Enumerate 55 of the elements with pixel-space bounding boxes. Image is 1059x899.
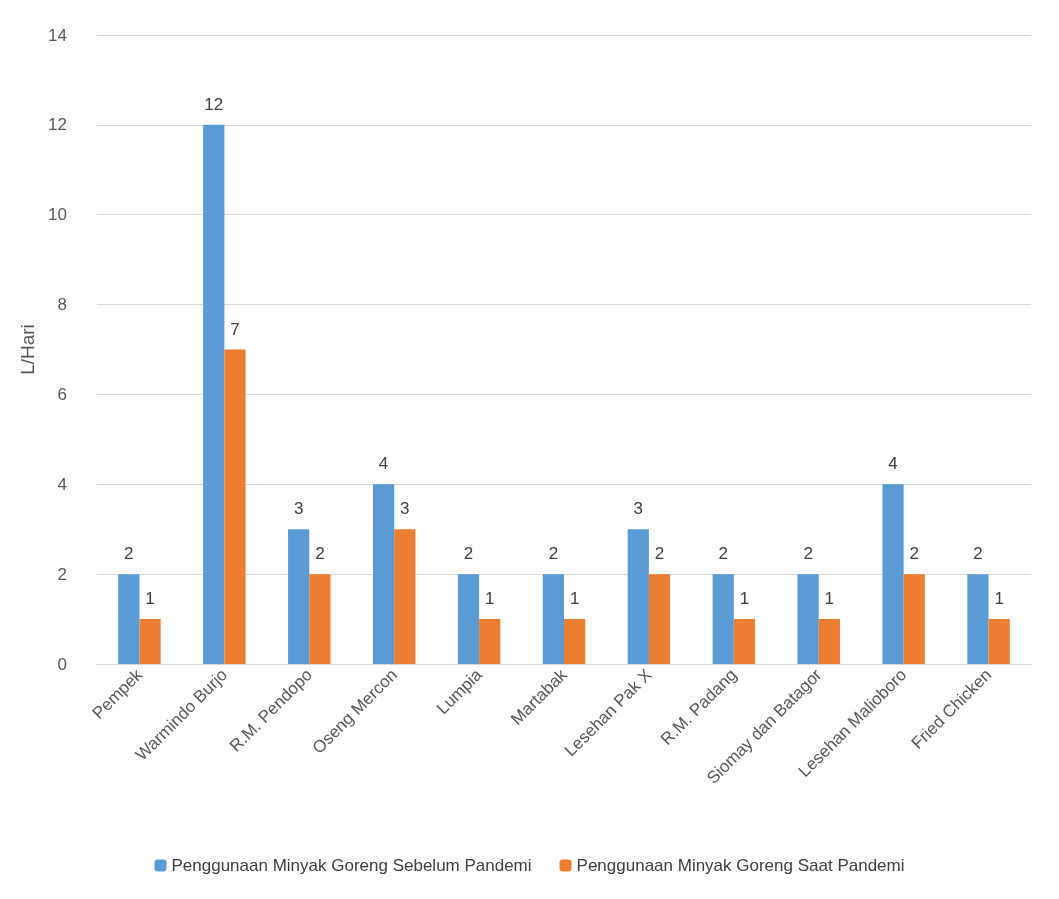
y-tick-label: 4 — [57, 474, 67, 494]
bar — [118, 574, 140, 664]
data-label: 12 — [204, 94, 224, 114]
bar — [542, 574, 564, 664]
data-label: 2 — [654, 544, 665, 564]
data-label: 2 — [718, 544, 728, 564]
bar — [967, 574, 989, 664]
bar — [372, 484, 395, 664]
bar — [903, 574, 925, 664]
bar — [733, 619, 756, 664]
data-label: 1 — [739, 589, 750, 609]
y-tick-label: 8 — [57, 295, 67, 315]
legend-label: Penggunaan Minyak Goreng Sebelum Pandemi — [171, 856, 532, 875]
data-label: 2 — [548, 544, 559, 564]
data-label: 4 — [888, 454, 898, 474]
data-label: 1 — [569, 589, 580, 609]
data-label: 7 — [230, 319, 240, 339]
data-label: 4 — [378, 454, 389, 474]
bar — [394, 529, 416, 664]
bar — [203, 124, 225, 664]
bar — [818, 619, 840, 664]
y-tick-label: 6 — [57, 384, 67, 404]
y-tick-label: 10 — [48, 205, 67, 225]
y-tick-label: 12 — [48, 115, 67, 135]
bar — [988, 619, 1010, 664]
bar — [564, 619, 586, 664]
data-label: 2 — [803, 544, 813, 564]
bar — [457, 574, 480, 664]
bar — [224, 349, 246, 664]
legend-label: Penggunaan Minyak Goreng Saat Pandemi — [576, 856, 905, 875]
data-label: 3 — [633, 499, 644, 519]
data-label: 2 — [463, 544, 474, 564]
data-label: 2 — [973, 544, 983, 564]
data-label: 2 — [909, 544, 919, 564]
bar — [627, 529, 649, 664]
y-axis-title: L/Hari — [17, 324, 39, 375]
data-label: 2 — [315, 544, 325, 564]
data-label: 1 — [484, 589, 495, 609]
bar — [882, 484, 904, 664]
bar — [288, 529, 310, 664]
bar — [797, 574, 819, 664]
data-label: 1 — [994, 589, 1004, 609]
data-label: 3 — [400, 499, 410, 519]
data-label: 1 — [145, 589, 155, 609]
data-label: 2 — [124, 544, 134, 564]
bar — [479, 619, 501, 664]
y-tick-label: 2 — [57, 564, 67, 584]
data-label: 1 — [824, 589, 835, 609]
bar — [139, 619, 161, 664]
y-tick-label: 14 — [48, 25, 67, 45]
data-label: 3 — [293, 499, 304, 519]
bar — [712, 574, 734, 664]
y-tick-label: 0 — [57, 654, 67, 674]
bar — [309, 574, 331, 664]
bar — [648, 574, 671, 664]
